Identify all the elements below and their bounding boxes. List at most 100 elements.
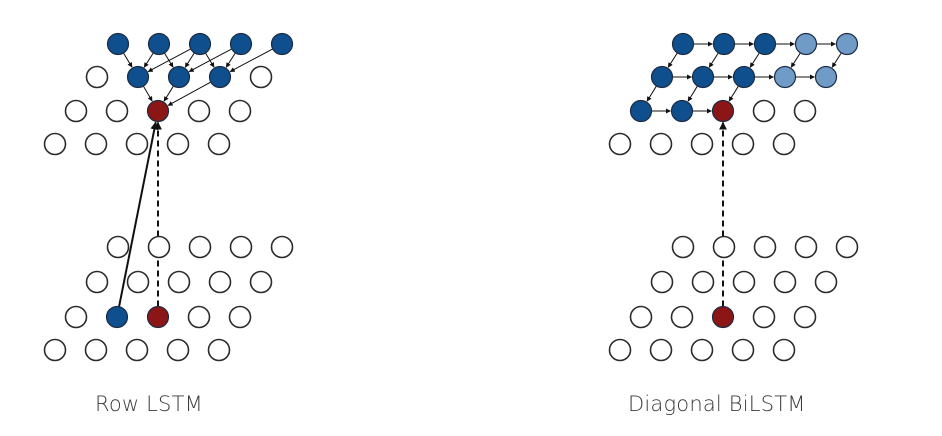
context-pixel-node	[208, 65, 232, 89]
empty-pixel-node	[166, 132, 190, 156]
empty-pixel-node	[608, 338, 632, 362]
context-arrow	[790, 52, 801, 68]
empty-pixel-node	[671, 235, 695, 259]
context-arrow	[667, 52, 678, 68]
light-context-pixel-node	[773, 65, 797, 89]
context-arrow	[831, 52, 842, 68]
empty-pixel-node	[187, 305, 211, 329]
row-lstm-panel	[43, 32, 294, 362]
context-pixel-node	[732, 65, 756, 89]
context-pixel-node	[106, 32, 130, 56]
row-lstm-caption: Row LSTM	[95, 392, 203, 416]
empty-pixel-node	[166, 338, 190, 362]
context-pixel-node	[167, 65, 191, 89]
empty-pixel-node	[84, 338, 108, 362]
empty-pixel-node	[105, 99, 129, 123]
empty-pixel-node	[690, 338, 714, 362]
empty-pixel-node	[773, 270, 797, 294]
empty-pixel-node	[167, 270, 191, 294]
empty-pixel-node	[43, 338, 67, 362]
empty-pixel-node	[608, 132, 632, 156]
context-arrow	[205, 52, 215, 68]
diagonal-bilstm-caption: Diagonal BiLSTM	[628, 392, 806, 416]
context-arrow	[225, 52, 236, 68]
context-pixel-node	[105, 305, 129, 329]
empty-pixel-node	[794, 235, 818, 259]
context-arrow	[167, 81, 212, 106]
empty-pixel-node	[64, 305, 88, 329]
empty-pixel-node	[126, 270, 150, 294]
empty-pixel-node	[629, 305, 653, 329]
empty-pixel-node	[125, 338, 149, 362]
empty-pixel-node	[752, 99, 776, 123]
node-layer	[608, 32, 859, 362]
diagonal-bilstm-panel	[608, 32, 859, 362]
context-pixel-node	[147, 32, 171, 56]
empty-pixel-node	[85, 65, 109, 89]
node-layer	[43, 32, 294, 362]
context-pixel-node	[671, 32, 695, 56]
empty-pixel-node	[649, 132, 673, 156]
context-arrow	[229, 48, 273, 73]
empty-pixel-node	[732, 270, 756, 294]
context-pixel-node	[670, 99, 694, 123]
context-pixel-node	[126, 65, 150, 89]
empty-pixel-node	[64, 99, 88, 123]
empty-pixel-node	[752, 305, 776, 329]
empty-pixel-node	[814, 270, 838, 294]
empty-pixel-node	[84, 132, 108, 156]
empty-pixel-node	[649, 338, 673, 362]
context-arrow	[143, 52, 154, 68]
context-arrow	[728, 85, 739, 102]
empty-pixel-node	[772, 338, 796, 362]
arrow-layer	[118, 48, 273, 307]
context-arrow	[749, 52, 760, 68]
empty-pixel-node	[690, 132, 714, 156]
empty-pixel-node	[670, 305, 694, 329]
context-arrow	[164, 52, 174, 68]
context-arrow	[687, 85, 698, 102]
context-pixel-node	[188, 32, 212, 56]
arrow-layer	[646, 41, 842, 307]
context-pixel-node	[270, 32, 294, 56]
empty-pixel-node	[85, 270, 109, 294]
empty-pixel-node	[249, 270, 273, 294]
context-pixel-node	[629, 99, 653, 123]
context-pixel-node	[650, 65, 674, 89]
context-pixel-node	[229, 32, 253, 56]
empty-pixel-node	[208, 270, 232, 294]
empty-pixel-node	[793, 305, 817, 329]
empty-pixel-node	[229, 235, 253, 259]
empty-pixel-node	[125, 132, 149, 156]
current-pixel-node	[711, 99, 735, 123]
context-arrow	[142, 85, 153, 102]
empty-pixel-node	[188, 235, 212, 259]
light-context-pixel-node	[835, 32, 859, 56]
empty-pixel-node	[753, 235, 777, 259]
empty-pixel-node	[207, 132, 231, 156]
context-arrow	[163, 85, 174, 102]
empty-pixel-node	[270, 235, 294, 259]
empty-pixel-node	[207, 338, 231, 362]
empty-pixel-node	[731, 338, 755, 362]
empty-pixel-node	[793, 99, 817, 123]
context-arrow	[123, 52, 133, 68]
empty-pixel-node	[691, 270, 715, 294]
context-pixel-node	[753, 32, 777, 56]
current-pixel-node	[711, 305, 735, 329]
empty-pixel-node	[187, 99, 211, 123]
context-pixel-node	[712, 32, 736, 56]
context-arrow	[646, 85, 657, 102]
context-arrow	[708, 52, 719, 68]
empty-pixel-node	[228, 305, 252, 329]
empty-pixel-node	[106, 235, 130, 259]
light-context-pixel-node	[814, 65, 838, 89]
empty-pixel-node	[835, 235, 859, 259]
empty-pixel-node	[147, 235, 171, 259]
empty-pixel-node	[731, 132, 755, 156]
empty-pixel-node	[712, 235, 736, 259]
context-arrow	[184, 52, 195, 68]
current-pixel-node	[146, 99, 170, 123]
empty-pixel-node	[228, 99, 252, 123]
